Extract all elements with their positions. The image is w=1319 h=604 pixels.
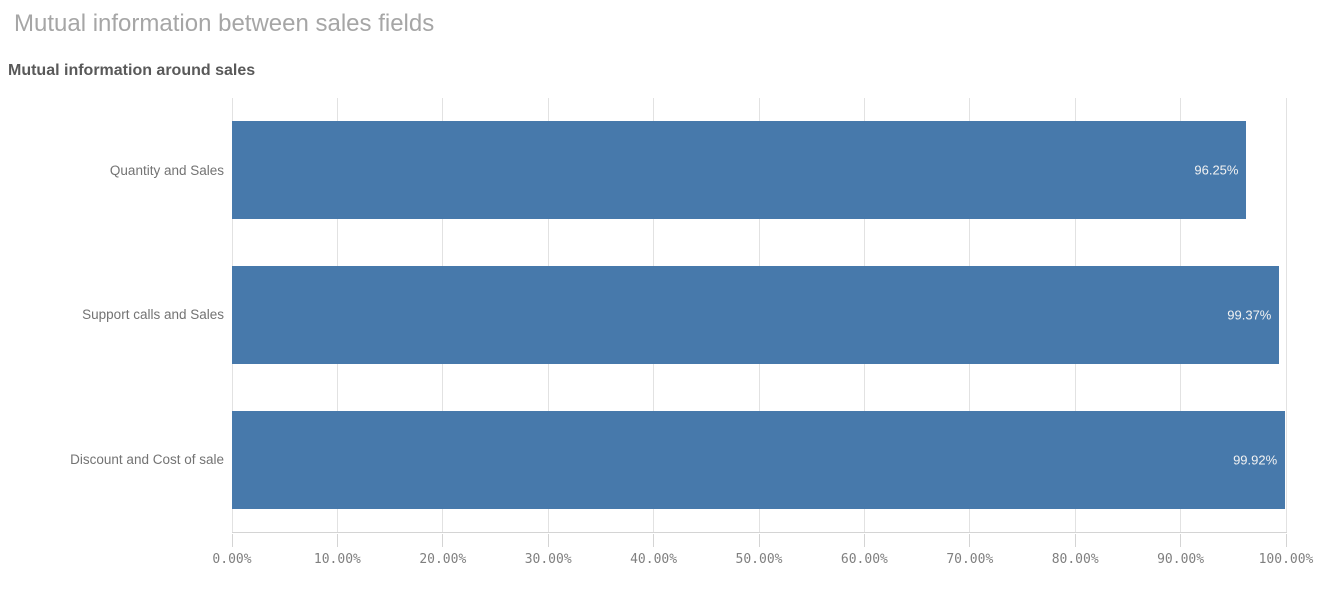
axis-tick bbox=[1285, 534, 1287, 547]
bar-1[interactable]: 96.25% bbox=[232, 121, 1247, 220]
category-label: Discount and Cost of sale bbox=[70, 452, 224, 468]
axis-tick bbox=[1074, 534, 1076, 547]
axis-tick bbox=[758, 534, 760, 547]
axis-tick-label: 0.00% bbox=[212, 552, 252, 567]
plot-area: 96.25% 99.37% 99.92% bbox=[231, 98, 1287, 532]
category-label: Support calls and Sales bbox=[82, 307, 224, 323]
x-axis-line bbox=[232, 532, 1287, 533]
bar-2[interactable]: 99.37% bbox=[232, 266, 1280, 364]
bar-value-label: 99.92% bbox=[1233, 452, 1278, 468]
axis-tick bbox=[231, 534, 233, 547]
axis-tick bbox=[547, 534, 549, 547]
axis-tick-label: 70.00% bbox=[946, 552, 994, 567]
axis-tick-label: 50.00% bbox=[735, 552, 783, 567]
axis-tick-label: 10.00% bbox=[313, 552, 361, 567]
category-label: Quantity and Sales bbox=[109, 162, 224, 178]
bar-value-label: 99.37% bbox=[1227, 307, 1272, 323]
bar-value-label: 96.25% bbox=[1194, 162, 1239, 178]
axis-tick bbox=[442, 534, 444, 547]
axis-tick-label: 40.00% bbox=[630, 552, 678, 567]
bar-3[interactable]: 99.92% bbox=[232, 410, 1286, 509]
chart-title: Mutual information around sales bbox=[8, 62, 256, 79]
axis-tick-label: 30.00% bbox=[524, 552, 572, 567]
sheet-title: Mutual information between sales fields bbox=[14, 10, 435, 37]
axis-tick-label: 90.00% bbox=[1157, 552, 1205, 567]
axis-tick-label: 100.00% bbox=[1258, 552, 1314, 567]
y-axis-labels: Quantity and Sales Support calls and Sale… bbox=[0, 98, 224, 532]
axis-tick bbox=[969, 534, 971, 547]
axis-tick-label: 80.00% bbox=[1051, 552, 1099, 567]
axis-tick-label: 20.00% bbox=[419, 552, 467, 567]
axis-tick bbox=[653, 534, 655, 547]
axis-tick bbox=[1180, 534, 1182, 547]
axis-tick-label: 60.00% bbox=[840, 552, 888, 567]
axis-tick bbox=[863, 534, 865, 547]
gridline bbox=[1285, 98, 1287, 532]
axis-tick bbox=[336, 534, 338, 547]
